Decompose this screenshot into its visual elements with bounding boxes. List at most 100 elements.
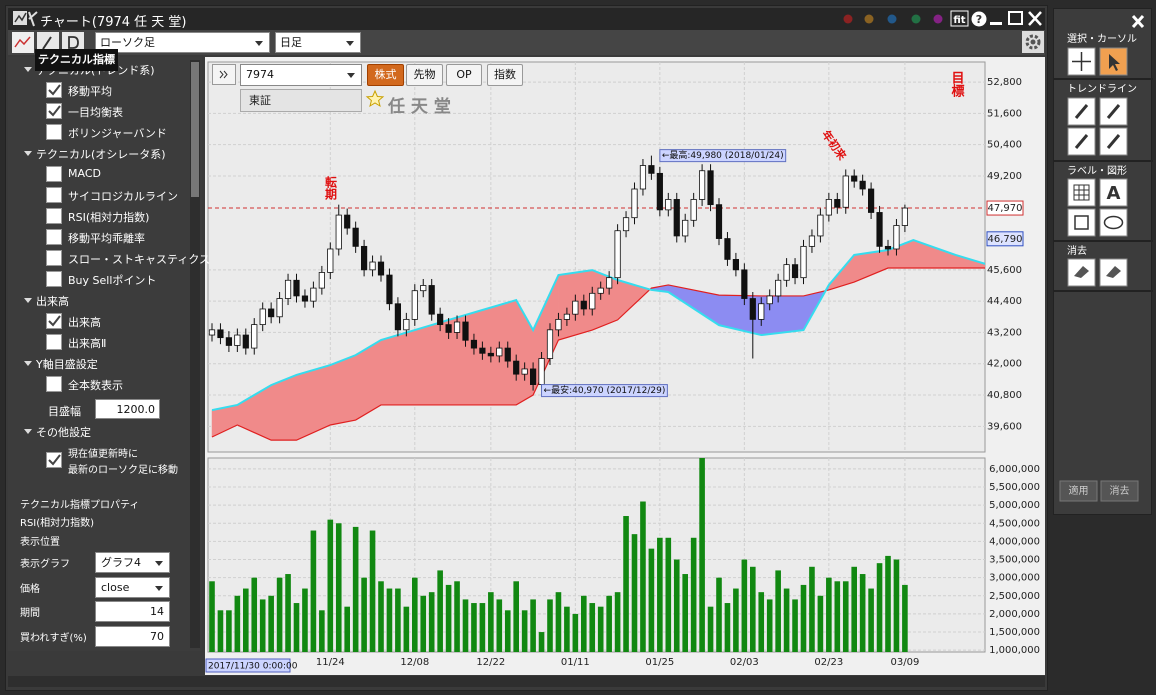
- select[interactable]: グラフ4: [95, 552, 170, 573]
- collapse-arrow[interactable]: [24, 429, 32, 434]
- collapse-arrow[interactable]: [24, 298, 32, 303]
- toolbar-icons: [12, 32, 84, 53]
- check-mark: [48, 105, 61, 117]
- volume-bar: [285, 574, 291, 652]
- panel-button[interactable]: [1100, 480, 1139, 502]
- color-dot[interactable]: [911, 14, 921, 24]
- field-input[interactable]: 14: [95, 601, 170, 623]
- volume-bar: [504, 610, 511, 652]
- chart-style-select[interactable]: ローソク足: [95, 32, 270, 53]
- color-dot[interactable]: [933, 14, 943, 24]
- candle-body: [715, 204, 723, 239]
- volume-bar: [682, 574, 688, 652]
- maximize[interactable]: [1008, 11, 1023, 25]
- select-value: ローソク足: [100, 36, 155, 49]
- candle-body: [242, 334, 249, 349]
- exchange: 東証: [240, 89, 362, 112]
- volume-bar: [479, 603, 486, 652]
- market-button[interactable]: 指数: [487, 64, 523, 86]
- checkbox[interactable]: [46, 103, 62, 119]
- panel-button[interactable]: [1059, 480, 1098, 502]
- x-tick-label: 03/09: [890, 657, 919, 668]
- checkbox[interactable]: [46, 313, 62, 329]
- minimize[interactable]: [990, 22, 1002, 25]
- h-scrollbar[interactable]: [8, 676, 1045, 687]
- field-label: 目盛幅: [48, 405, 81, 418]
- section-title: 出来高: [36, 295, 69, 308]
- candle-body: [724, 238, 731, 260]
- market-button[interactable]: 先物: [406, 64, 443, 86]
- company-name: 任 天 堂: [388, 97, 451, 117]
- candle-body: [614, 230, 621, 279]
- fit-button[interactable]: [950, 10, 969, 27]
- cursor-label: 2017/11/30 0:00:00: [208, 662, 298, 672]
- candle-body: [411, 290, 418, 320]
- period-select[interactable]: 日足: [275, 32, 361, 53]
- volume-bar: [716, 577, 722, 652]
- favorite-star[interactable]: [365, 89, 385, 109]
- check-mark: [48, 84, 61, 96]
- checkbox[interactable]: [46, 250, 62, 266]
- tool-icon: [1072, 52, 1091, 71]
- tool-button[interactable]: [1067, 178, 1096, 207]
- item-label: Buy Sellポイント: [68, 274, 157, 287]
- collapse-button[interactable]: [212, 64, 236, 85]
- collapse-arrow[interactable]: [24, 151, 32, 156]
- icon-button[interactable]: [62, 32, 84, 53]
- select-value: 日足: [280, 36, 302, 49]
- item-label: 最新のローソク足に移動: [68, 465, 178, 476]
- volume-bar: [378, 581, 384, 652]
- y-tick-label: 45,600: [987, 265, 1022, 276]
- market-button[interactable]: 株式: [367, 64, 404, 86]
- checkbox[interactable]: [46, 334, 62, 350]
- tool-button[interactable]: [1099, 178, 1128, 207]
- select[interactable]: close: [95, 576, 170, 598]
- color-dot[interactable]: [887, 14, 897, 24]
- item-label: スロー・ストキャスティクス: [68, 253, 211, 266]
- candle-body: [749, 298, 756, 320]
- close[interactable]: [1028, 11, 1042, 26]
- volume-bar: [690, 537, 697, 652]
- checkbox[interactable]: [46, 229, 62, 245]
- x-tick-label: 01/11: [561, 657, 590, 668]
- market-button[interactable]: OP: [446, 64, 482, 86]
- candle-body: [580, 300, 587, 310]
- volume-bar: [276, 577, 283, 652]
- collapse-arrow[interactable]: [24, 361, 32, 366]
- field-input[interactable]: 70: [95, 626, 170, 648]
- color-dot[interactable]: [864, 14, 874, 24]
- checkbox[interactable]: [46, 271, 62, 287]
- x-tick-label: 01/25: [645, 657, 674, 668]
- help-button[interactable]: [971, 11, 987, 27]
- field-input[interactable]: 1200.0: [95, 399, 160, 419]
- symbol-input[interactable]: 7974: [240, 64, 362, 86]
- checkbox[interactable]: [46, 208, 62, 224]
- tool-icon: [1103, 215, 1124, 230]
- candle-body: [310, 287, 317, 302]
- item-label: 一目均衡表: [68, 106, 123, 119]
- tool-section-title: トレンドライン: [1067, 83, 1137, 95]
- section-title: その他設定: [36, 426, 91, 439]
- checkbox[interactable]: [46, 166, 62, 182]
- scrollbar[interactable]: [190, 60, 200, 648]
- color-dot[interactable]: [843, 14, 853, 24]
- checkbox[interactable]: [46, 376, 62, 392]
- candle-body: [631, 188, 638, 219]
- tool-section-title: 消去: [1067, 244, 1087, 257]
- tool-button[interactable]: [1067, 208, 1096, 237]
- close-panel[interactable]: [1131, 14, 1145, 29]
- candle-body: [369, 261, 376, 271]
- x-tick-label: 12/08: [400, 657, 429, 668]
- checkbox[interactable]: [46, 82, 62, 98]
- checkbox[interactable]: [46, 124, 62, 140]
- candle-body: [352, 227, 359, 247]
- y-tick-label: 1,500,000: [989, 627, 1040, 638]
- volume-bar: [750, 566, 756, 652]
- checkbox[interactable]: [46, 452, 62, 468]
- tool-icon: [1074, 215, 1089, 230]
- settings-button[interactable]: [1022, 31, 1044, 53]
- collapse-arrow[interactable]: [24, 67, 32, 72]
- checkbox[interactable]: [46, 187, 62, 203]
- fit-label: fit: [953, 15, 965, 26]
- volume-bar: [403, 606, 410, 652]
